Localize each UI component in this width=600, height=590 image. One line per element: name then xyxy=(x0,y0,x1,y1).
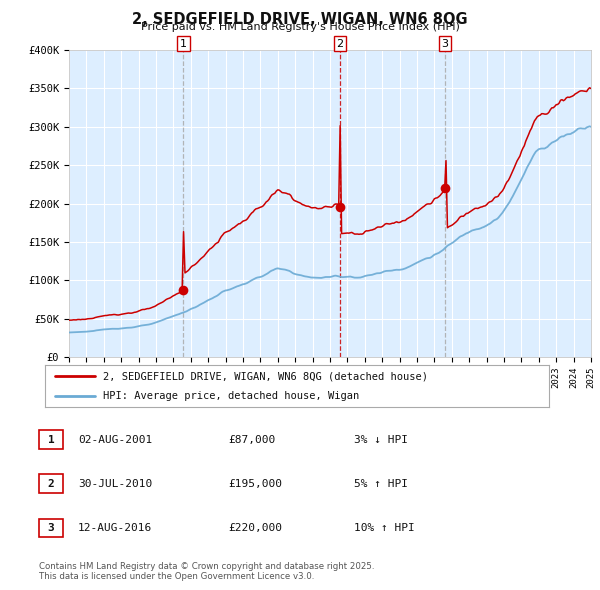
Text: Price paid vs. HM Land Registry's House Price Index (HPI): Price paid vs. HM Land Registry's House … xyxy=(140,22,460,32)
Text: 1: 1 xyxy=(180,38,187,48)
Text: 2, SEDGEFIELD DRIVE, WIGAN, WN6 8QG (detached house): 2, SEDGEFIELD DRIVE, WIGAN, WN6 8QG (det… xyxy=(103,371,428,381)
Text: 30-JUL-2010: 30-JUL-2010 xyxy=(78,479,152,489)
Text: 10% ↑ HPI: 10% ↑ HPI xyxy=(354,523,415,533)
Text: 3: 3 xyxy=(442,38,449,48)
Text: £220,000: £220,000 xyxy=(228,523,282,533)
Text: 2, SEDGEFIELD DRIVE, WIGAN, WN6 8QG: 2, SEDGEFIELD DRIVE, WIGAN, WN6 8QG xyxy=(132,12,468,27)
Text: £87,000: £87,000 xyxy=(228,435,275,444)
Text: 2: 2 xyxy=(47,479,55,489)
Text: 12-AUG-2016: 12-AUG-2016 xyxy=(78,523,152,533)
Text: 5% ↑ HPI: 5% ↑ HPI xyxy=(354,479,408,489)
Text: 1: 1 xyxy=(47,435,55,444)
Text: 02-AUG-2001: 02-AUG-2001 xyxy=(78,435,152,444)
Text: HPI: Average price, detached house, Wigan: HPI: Average price, detached house, Wiga… xyxy=(103,391,359,401)
Text: Contains HM Land Registry data © Crown copyright and database right 2025.
This d: Contains HM Land Registry data © Crown c… xyxy=(39,562,374,581)
Text: 3% ↓ HPI: 3% ↓ HPI xyxy=(354,435,408,444)
Text: £195,000: £195,000 xyxy=(228,479,282,489)
Text: 3: 3 xyxy=(47,523,55,533)
Text: 2: 2 xyxy=(337,38,343,48)
